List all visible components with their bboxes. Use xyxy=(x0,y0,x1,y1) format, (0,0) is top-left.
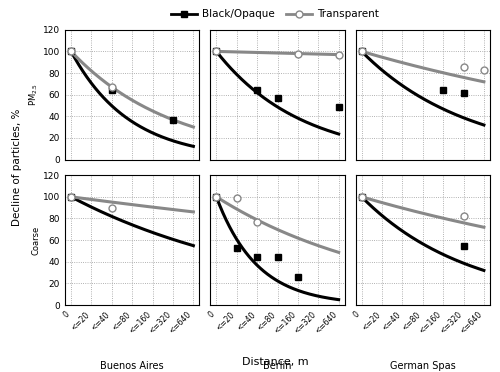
X-axis label: German Spas: German Spas xyxy=(390,360,456,371)
Text: Decline of particles, %: Decline of particles, % xyxy=(12,109,22,226)
Legend: Black/Opaque, Transparent: Black/Opaque, Transparent xyxy=(167,5,383,23)
Text: Distance, m: Distance, m xyxy=(242,356,308,366)
X-axis label: Buenos Aires: Buenos Aires xyxy=(100,360,164,371)
Y-axis label: Coarse: Coarse xyxy=(31,225,40,255)
Y-axis label: PM$_{2.5}$: PM$_{2.5}$ xyxy=(28,83,40,106)
X-axis label: Berlin: Berlin xyxy=(263,360,292,371)
